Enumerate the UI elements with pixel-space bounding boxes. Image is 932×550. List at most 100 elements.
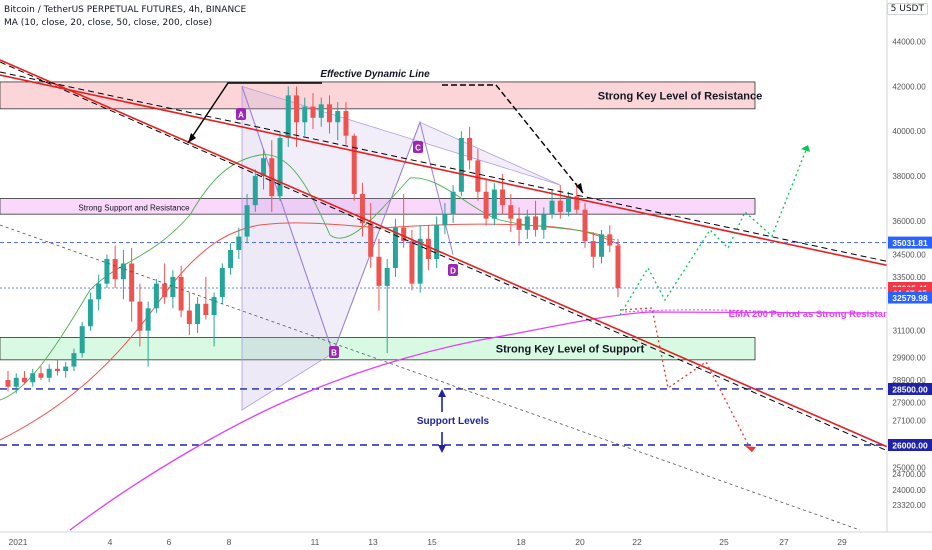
- price-tag-label: 35031.81: [892, 238, 928, 248]
- candle-body: [54, 368, 60, 372]
- candle: [434, 216, 440, 268]
- candle-body: [599, 234, 605, 257]
- candle-body: [566, 196, 572, 212]
- candle-body: [335, 111, 341, 123]
- callout-arrow-head: [188, 133, 196, 143]
- candle-body: [590, 241, 596, 257]
- candle-body: [294, 95, 300, 123]
- price-tag: [888, 236, 932, 249]
- pattern-point-marker: [448, 264, 458, 276]
- pattern-point-label: A: [238, 111, 244, 120]
- candle: [228, 243, 234, 275]
- effective-dynamic-line-dashed: [0, 71, 891, 263]
- candle-body: [401, 227, 407, 242]
- candle: [326, 95, 332, 134]
- time-tick-label: 4: [108, 537, 113, 547]
- bearish-projection: [619, 307, 753, 453]
- candle-body: [261, 158, 267, 177]
- candle-body: [318, 104, 324, 118]
- pattern-point-label: B: [331, 349, 337, 358]
- candle: [524, 209, 530, 239]
- candle-body: [392, 227, 398, 268]
- callout-line: [187, 82, 322, 144]
- candle: [351, 133, 357, 201]
- pattern-point-label: D: [450, 267, 456, 276]
- candle-body: [285, 95, 291, 138]
- descending-trendline-dashed: [0, 61, 891, 453]
- candle-body: [252, 176, 258, 206]
- symbol-title: Bitcoin / TetherUS PERPETUAL FUTURES, 4h…: [4, 5, 247, 15]
- candle-body: [384, 267, 390, 286]
- price-tag-label: 28500.00: [892, 384, 928, 394]
- time-tick-label: 18: [516, 537, 526, 547]
- candle: [582, 202, 588, 248]
- candle-body: [96, 283, 102, 300]
- price-tag: [888, 439, 932, 451]
- price-tick-label: 46000.00: [892, 0, 926, 2]
- price-tick-label: 34500.00: [892, 251, 926, 260]
- time-tick-label: 25: [719, 537, 729, 547]
- price-axis: 48000.0046000.0044000.0042000.0040000.00…: [886, 0, 932, 532]
- candle: [30, 368, 36, 387]
- candle-body: [442, 214, 448, 226]
- candle: [343, 102, 349, 145]
- candle-body: [376, 256, 382, 286]
- bullish-projection: [619, 144, 809, 316]
- price-tick-label: 31100.00: [893, 327, 926, 336]
- candle: [79, 321, 85, 358]
- candle-body: [533, 216, 539, 230]
- candle-body: [541, 214, 547, 230]
- candle-body: [516, 218, 522, 230]
- ema-200-line: [69, 311, 881, 531]
- support-levels-label: Support Levels: [417, 416, 490, 427]
- candle-body: [5, 380, 11, 387]
- candle-body: [30, 373, 36, 383]
- candle: [195, 297, 201, 333]
- time-tick-label: 29: [837, 537, 847, 547]
- candle-body: [195, 303, 201, 324]
- candle: [71, 348, 77, 372]
- candle: [211, 292, 217, 347]
- candle-body: [46, 368, 52, 378]
- candle: [170, 270, 176, 309]
- candle-body: [137, 301, 143, 331]
- candle: [104, 254, 110, 289]
- time-axis: 2021 4 6 8 11 13 15 18 20 22 25 27 29: [0, 531, 932, 550]
- projection-arrow-head: [801, 145, 810, 152]
- candle: [450, 185, 456, 224]
- candle-body: [483, 191, 489, 219]
- candle-body: [236, 236, 242, 251]
- price-tick-label: 28900.00: [892, 376, 926, 385]
- candle-body: [343, 111, 349, 136]
- candle: [491, 182, 497, 226]
- candle: [392, 218, 398, 277]
- candle: [120, 250, 126, 300]
- price-axis-bg: [887, 0, 932, 532]
- time-tick-label: 6: [167, 537, 172, 547]
- candle: [516, 207, 522, 246]
- candle: [359, 182, 365, 237]
- candle: [96, 274, 102, 311]
- candle: [236, 227, 242, 259]
- candle: [376, 238, 382, 311]
- candle: [566, 191, 572, 217]
- currency-badge[interactable]: 5 USDT: [886, 3, 928, 15]
- candle: [508, 193, 514, 233]
- time-axis-bg: [0, 532, 932, 550]
- candle: [302, 97, 308, 136]
- candle: [244, 193, 250, 244]
- moving-average-legend: MA (10, close, 20, close, 50, close, 200…: [4, 18, 213, 28]
- time-tick-label: 8: [227, 537, 232, 547]
- candle: [261, 149, 267, 190]
- price-tag-label: 26000.00: [892, 441, 928, 451]
- candle-body: [211, 297, 217, 316]
- time-tick-label: 11: [311, 537, 320, 547]
- price-tick-label: 36000.00: [892, 217, 926, 226]
- price-tick-label: 44000.00: [892, 38, 926, 47]
- candle: [269, 140, 275, 212]
- candle: [500, 173, 506, 215]
- ema-connector: [624, 309, 801, 315]
- zone-rect: [0, 81, 756, 110]
- zone-rect: [0, 337, 756, 361]
